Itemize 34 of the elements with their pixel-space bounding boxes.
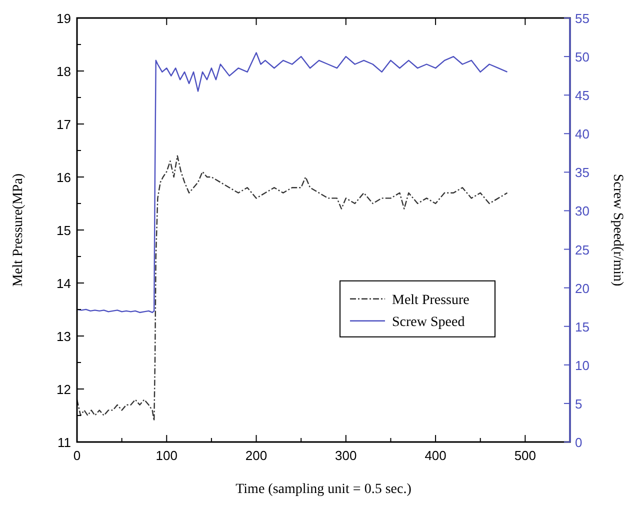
- y2-tick-label: 40: [575, 126, 590, 142]
- y2-tick-label: 15: [575, 319, 590, 334]
- y-axis-title: Melt Pressure(MPa): [11, 173, 26, 287]
- y-tick-label: 18: [56, 64, 71, 79]
- y2-tick-label: 50: [575, 50, 590, 65]
- line-series: [76, 155, 508, 422]
- x-tick-label: 400: [424, 448, 446, 463]
- y-tick-label: 15: [56, 223, 71, 238]
- y2-tick-label: 20: [575, 280, 590, 296]
- y-tick-label: 16: [56, 170, 71, 185]
- legend-label: Screw Speed: [392, 314, 465, 330]
- y-tick-label: 19: [56, 11, 71, 26]
- y2-tick-label: 35: [575, 165, 590, 180]
- y2-tick-label: 5: [575, 396, 582, 412]
- x-tick-label: 300: [335, 448, 357, 463]
- y-tick-label: 11: [58, 435, 71, 450]
- x-axis-title: Time (sampling unit = 0.5 sec.): [236, 482, 412, 497]
- x-tick-label: 500: [514, 448, 536, 463]
- y2-tick-label: 25: [575, 242, 590, 258]
- x-tick-label: 0: [73, 448, 81, 463]
- y2-tick-label: 45: [575, 88, 590, 104]
- y-tick-label: 14: [56, 276, 71, 291]
- y2-tick-label: 0: [575, 435, 582, 450]
- y2-axis-title: Screw Speed(r/min): [610, 174, 625, 287]
- x-tick-label: 100: [156, 448, 178, 463]
- y-tick-label: 12: [56, 382, 71, 397]
- y2-tick-label: 30: [575, 204, 590, 219]
- y-tick-label: 17: [56, 117, 71, 132]
- y2-tick-label: 55: [575, 11, 590, 26]
- x-tick-label: 200: [245, 448, 268, 463]
- y2-tick-label: 10: [575, 358, 590, 373]
- line-series: [76, 52, 508, 314]
- y-tick-label: 13: [56, 329, 71, 344]
- legend-label: Melt Pressure: [392, 292, 470, 308]
